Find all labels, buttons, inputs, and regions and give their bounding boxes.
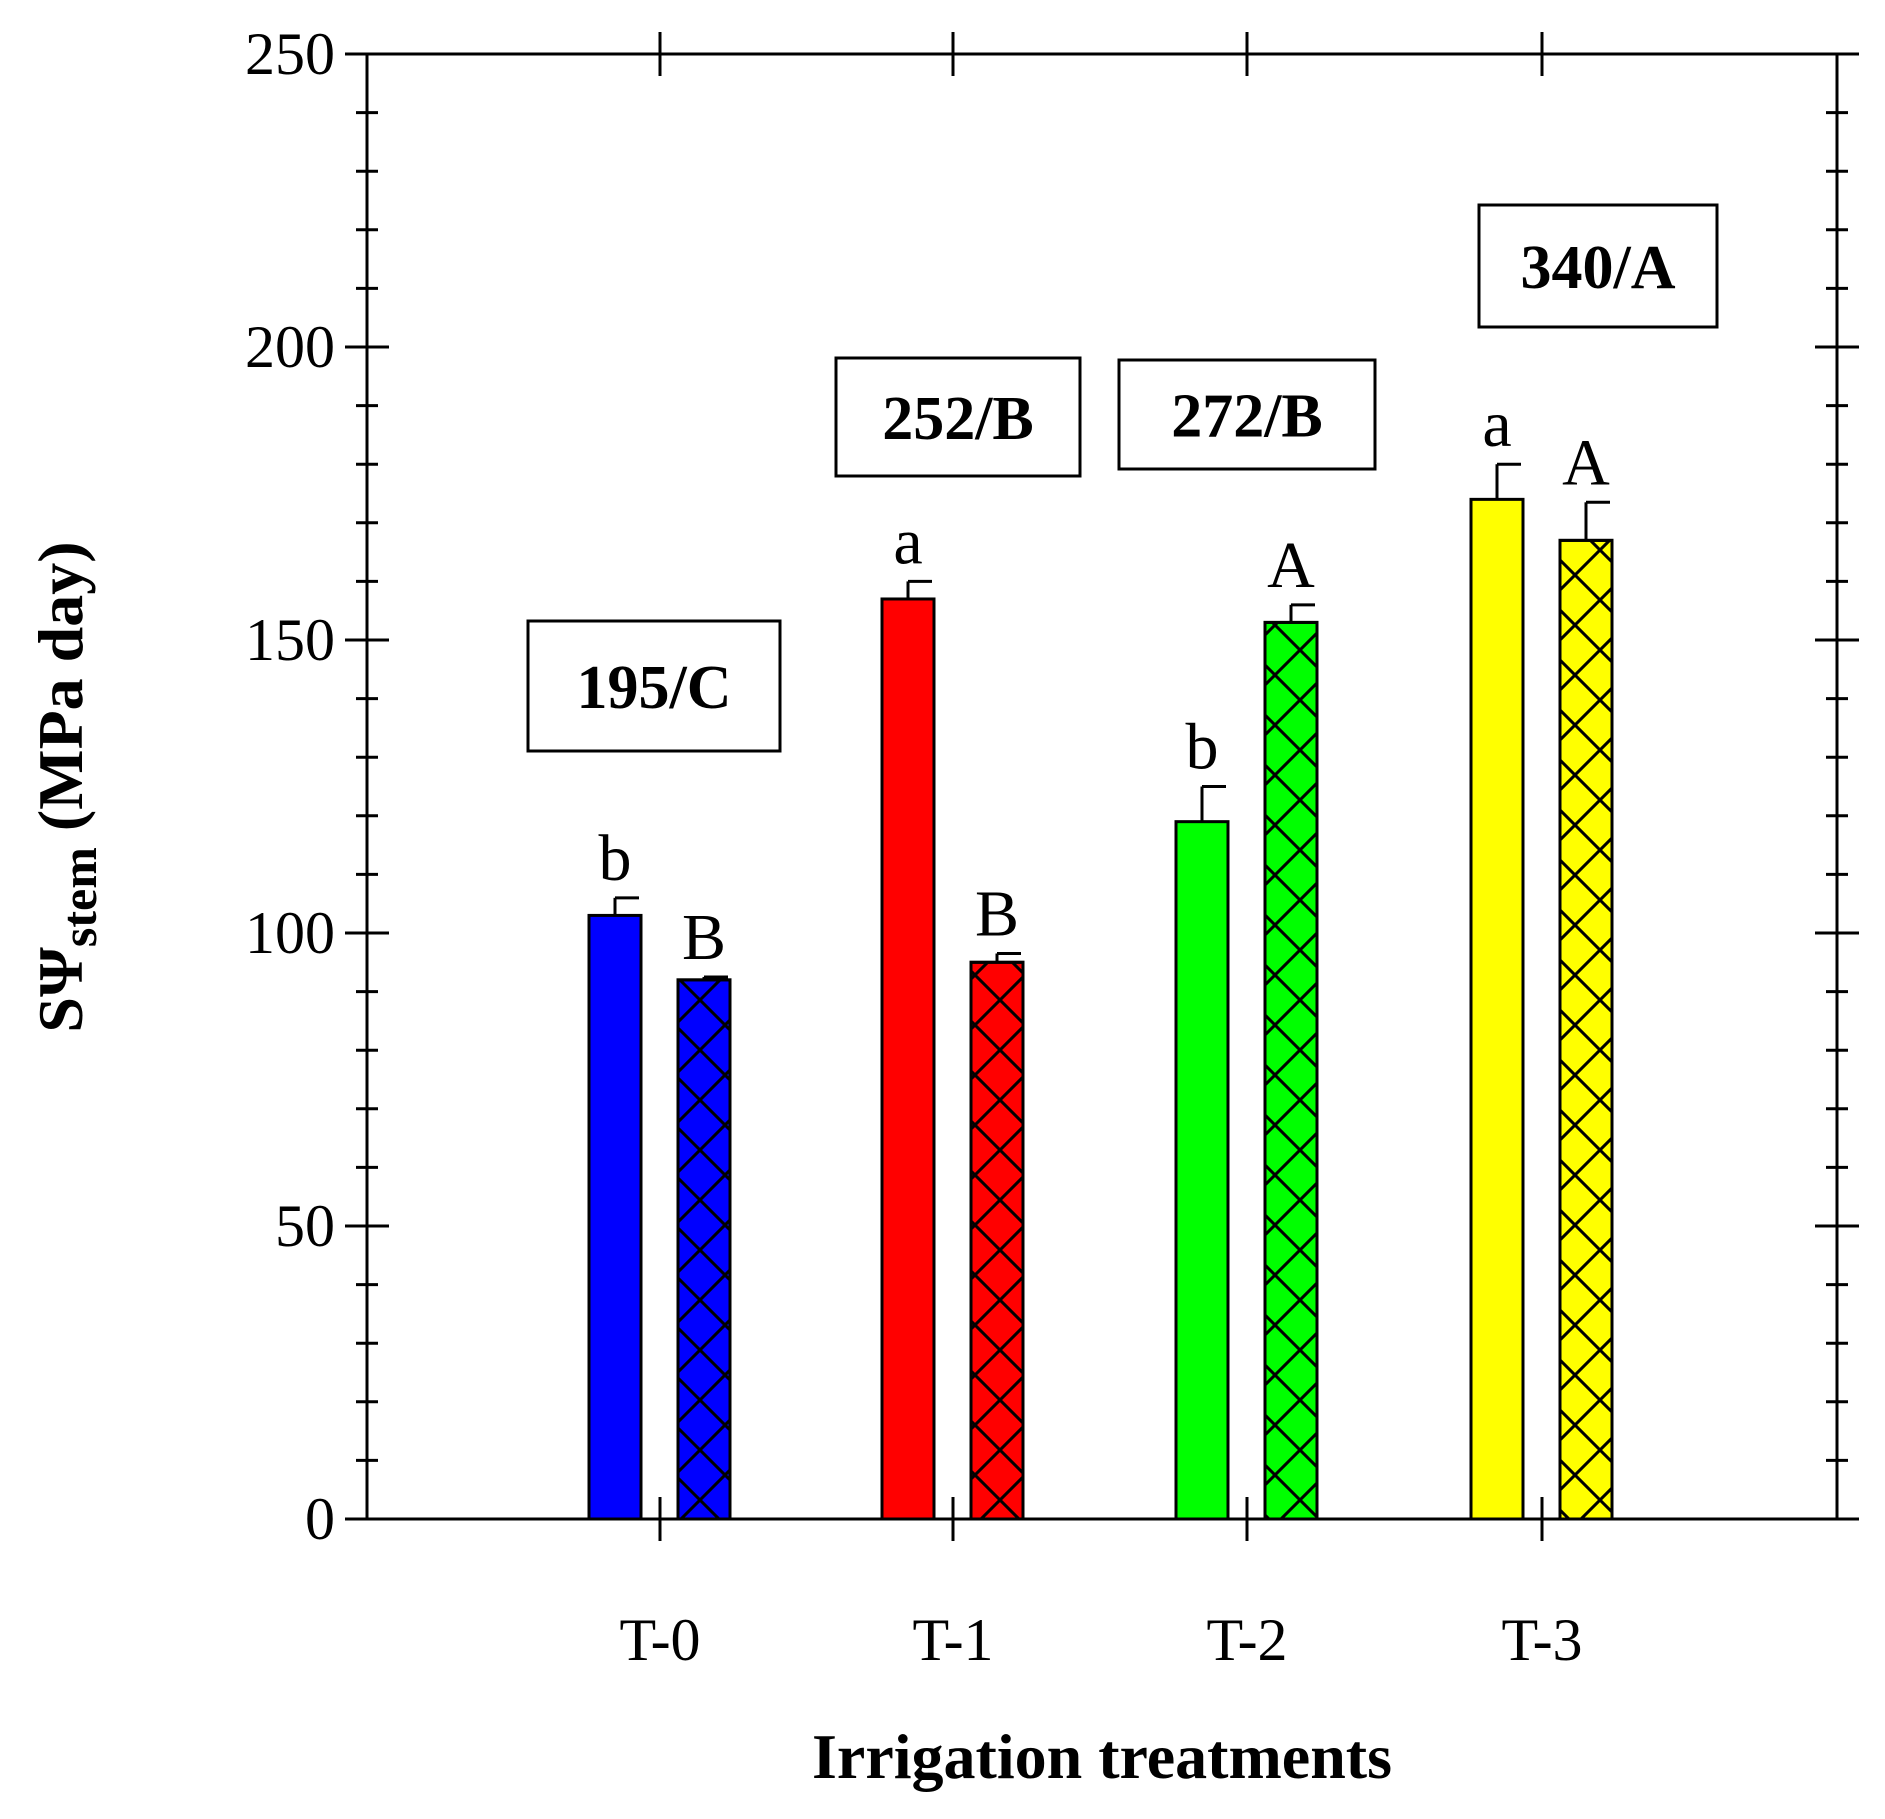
significance-letter: B xyxy=(975,878,1019,951)
significance-letter: A xyxy=(1562,426,1610,499)
bars-layer: b a b a B B A A xyxy=(587,388,1614,1521)
x-axis-ticks: T-0 T-1 T-2 T-3 xyxy=(619,32,1583,1673)
x-tick-label: T-2 xyxy=(1206,1607,1287,1673)
bar-hatch-overlay xyxy=(1263,620,1319,1521)
annotation-box xyxy=(1117,358,1377,471)
annotation-box xyxy=(1477,203,1719,329)
y-tick-label: 100 xyxy=(245,900,335,966)
x-tick-label: T-1 xyxy=(912,1607,993,1673)
y-axis-title: SΨstem (MPa day) xyxy=(25,541,107,1032)
plot-frame xyxy=(365,52,1839,1521)
annotation-label: 252/B xyxy=(882,385,1034,453)
y-tick-label: 0 xyxy=(305,1486,335,1552)
bar-solid xyxy=(1469,497,1525,1521)
significance-letter: A xyxy=(1267,529,1315,602)
y-axis-title-subscript: stem xyxy=(51,847,107,947)
bar-solid xyxy=(587,913,643,1521)
x-axis-title: Irrigation treatments xyxy=(812,1721,1392,1792)
annotation-label: 195/C xyxy=(577,654,732,722)
significance-letter: B xyxy=(682,901,726,974)
x-tick-label: T-0 xyxy=(619,1607,700,1673)
annotation-label: 340/A xyxy=(1521,234,1676,302)
bar-solid xyxy=(880,597,936,1521)
bar-solid xyxy=(1174,820,1230,1521)
significance-letter: b xyxy=(599,822,632,895)
bar-hatch-overlay xyxy=(969,960,1025,1521)
significance-letter: b xyxy=(1186,711,1219,784)
significance-letter: a xyxy=(1482,388,1511,461)
y-tick-label: 200 xyxy=(245,314,335,380)
bar-hatch-overlay xyxy=(676,978,732,1521)
annotation-label: 272/B xyxy=(1171,383,1323,451)
significance-letter: a xyxy=(893,505,922,578)
annotation-box xyxy=(834,356,1082,478)
y-axis-ticks: 0 50 100 150 200 250 xyxy=(245,21,1859,1552)
bar-hatch-overlay xyxy=(1558,538,1614,1521)
y-tick-label: 50 xyxy=(275,1193,335,1259)
y-axis-title-main: SΨ xyxy=(25,947,96,1033)
y-axis-title-unit: (MPa day) xyxy=(25,541,96,847)
y-tick-label: 150 xyxy=(245,607,335,673)
annotation-boxes: 195/C 252/B 272/B 340/A xyxy=(526,203,1719,753)
y-tick-label: 250 xyxy=(245,21,335,87)
x-tick-label: T-3 xyxy=(1501,1607,1582,1673)
annotation-box xyxy=(526,619,782,753)
